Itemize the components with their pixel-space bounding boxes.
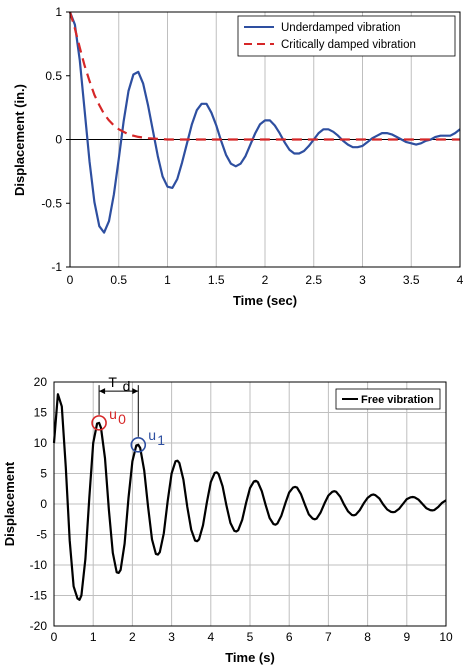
- x-tick-label: 4: [207, 630, 214, 644]
- x-axis-label: Time (s): [225, 650, 275, 665]
- y-tick-label: 5: [40, 467, 47, 481]
- y-tick-label: -20: [30, 619, 48, 633]
- y-tick-label: -1: [51, 260, 62, 274]
- x-tick-label: 5: [247, 630, 254, 644]
- x-tick-label: 1: [164, 273, 171, 287]
- y-tick-label: 0.5: [45, 69, 62, 83]
- u1-label: u: [148, 427, 156, 443]
- x-tick-label: 2: [129, 630, 136, 644]
- x-tick-label: 1.5: [208, 273, 225, 287]
- x-axis-label: Time (sec): [233, 293, 297, 308]
- x-tick-label: 3: [359, 273, 366, 287]
- series-line-underdamped: [68, 11, 461, 234]
- y-tick-label: -15: [30, 589, 48, 603]
- series-line-free-vibration: [52, 393, 447, 601]
- x-tick-label: 0: [51, 630, 58, 644]
- x-tick-label: 0.5: [110, 273, 127, 287]
- x-tick-label: 4: [457, 273, 464, 287]
- x-tick-label: 0: [67, 273, 74, 287]
- legend-label-free-vibration: Free vibration: [361, 394, 434, 406]
- y-tick-label: 20: [34, 375, 48, 389]
- u0-label: u: [109, 406, 117, 422]
- u1-label-sub: 1: [157, 432, 165, 448]
- legend: Free vibration: [335, 388, 441, 410]
- x-tick-label: 2.5: [305, 273, 322, 287]
- y-tick-label: -5: [36, 528, 47, 542]
- legend-box: [237, 15, 456, 57]
- u0-marker: [91, 415, 107, 431]
- x-tick-label: 3.5: [403, 273, 420, 287]
- x-tick-label: 8: [364, 630, 371, 644]
- x-tick-label: 3: [168, 630, 175, 644]
- u0-label-sub: 0: [118, 411, 126, 427]
- y-axis-label: Displacement (in.): [12, 84, 27, 196]
- x-tick-label: 9: [403, 630, 410, 644]
- x-tick-label: 7: [325, 630, 332, 644]
- period-arrowhead-right: [132, 388, 139, 395]
- x-tick-label: 1: [90, 630, 97, 644]
- period-label-sub: d: [123, 378, 131, 394]
- x-tick-label: 2: [262, 273, 269, 287]
- legend-label-critical: Critically damped vibration: [281, 39, 416, 51]
- y-tick-label: 1: [55, 5, 62, 19]
- legend-box: [335, 388, 441, 410]
- y-tick-label: -0.5: [41, 196, 62, 210]
- series-line-critical: [68, 11, 460, 141]
- x-tick-label: 6: [286, 630, 293, 644]
- y-tick-label: 10: [34, 436, 48, 450]
- legend: Underdamped vibration Critically damped …: [237, 15, 456, 57]
- period-arrowhead-left: [99, 388, 106, 395]
- y-tick-label: 0: [40, 497, 47, 511]
- legend-label-underdamped: Underdamped vibration: [281, 22, 401, 34]
- y-tick-label: -10: [30, 558, 48, 572]
- y-axis-label: Displacement: [2, 461, 17, 546]
- u1-marker: [130, 437, 147, 453]
- chart-underdamped-vs-critical: 0 0.5 1 1.5 2 2.5 3 3.5 410.50-0.5-1 Time (sec) …: [12, 5, 464, 308]
- x-tick-label: 10: [439, 630, 453, 644]
- y-tick-label: 15: [34, 406, 48, 420]
- plot-frame: [53, 381, 447, 627]
- y-tick-label: 0: [55, 133, 62, 147]
